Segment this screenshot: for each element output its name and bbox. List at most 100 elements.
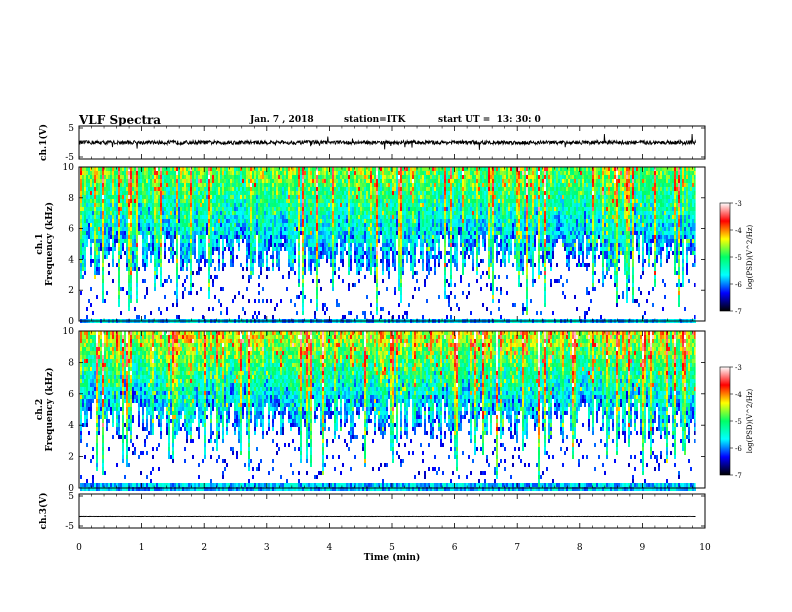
spectrogram-cell (278, 207, 280, 211)
spectrogram-cell (264, 231, 266, 235)
spectrogram-cell (310, 207, 312, 211)
spectrogram-cell (252, 315, 254, 319)
spectrogram-cell (300, 191, 302, 195)
spectrogram-cell (212, 179, 214, 183)
spectrogram-cell (136, 171, 138, 175)
spectrogram-cell (434, 179, 436, 183)
spectrogram-cell (222, 187, 224, 191)
spectrogram-cell (344, 211, 346, 215)
spectrogram-cell (414, 235, 416, 239)
spectrogram-cell (100, 223, 102, 227)
spectrogram-cell (156, 207, 158, 211)
spectrogram-cell (270, 227, 272, 231)
spectrogram-cell (316, 191, 318, 195)
spectrogram-cell (212, 279, 214, 283)
spectrogram-cell (404, 179, 406, 183)
spectrogram-cell (362, 219, 364, 223)
spectrogram-cell (438, 203, 440, 207)
spectrogram-cell (146, 255, 148, 259)
spectrogram-cell (130, 207, 132, 211)
spectrogram-cell (174, 223, 176, 227)
spectrogram-cell (334, 227, 336, 231)
spectrogram-cell (346, 207, 348, 211)
spectrogram-cell (146, 263, 148, 267)
spectrogram-cell (222, 251, 224, 255)
spectrogram-cell (326, 235, 328, 239)
spectrogram-cell (198, 251, 200, 255)
spectrogram-cell (190, 271, 192, 275)
spectrogram-cell (100, 167, 102, 171)
spectrogram-cell (128, 291, 130, 295)
spectrogram-cell (106, 219, 108, 223)
spectrogram-cell (294, 219, 296, 223)
spectrogram-cell (386, 199, 388, 203)
spectrogram-cell (246, 179, 248, 183)
spectrogram-cell (442, 231, 444, 235)
spectrogram-cell (312, 179, 314, 183)
spectrogram-cell (308, 207, 310, 211)
spectrogram-cell (188, 231, 190, 235)
spectrogram-cell (370, 203, 372, 207)
spectrogram-cell (394, 235, 396, 239)
spectrogram-cell (194, 171, 196, 175)
spectrogram-cell (256, 171, 258, 175)
spectrogram-cell (140, 203, 142, 207)
spectrogram-cell (332, 211, 334, 215)
spectrogram-cell (298, 211, 300, 215)
spectrogram-cell (174, 227, 176, 231)
spectrogram-cell (446, 199, 448, 203)
spectrogram-cell (132, 267, 134, 271)
spectrogram-cell (248, 235, 250, 239)
spectrogram-cell (206, 199, 208, 203)
spectrogram-cell (128, 299, 130, 303)
spectrogram-cell (280, 191, 282, 195)
spectrogram-cell (320, 235, 322, 239)
spectrogram-cell (336, 211, 338, 215)
spectrogram-cell (268, 203, 270, 207)
spectrogram-cell (406, 231, 408, 235)
spectrogram-cell (364, 191, 366, 195)
spectrogram-cell (294, 271, 296, 275)
spectrogram-cell (388, 195, 390, 199)
spectrogram-cell (292, 207, 294, 211)
spectrogram-cell (192, 239, 194, 243)
spectrogram-cell (118, 207, 120, 211)
spectrogram-cell (198, 243, 200, 247)
spectrogram-cell (332, 195, 334, 199)
spectrogram-cell (370, 219, 372, 223)
spectrogram-cell (400, 275, 402, 279)
spectrogram-cell (204, 179, 206, 183)
spectrogram-cell (412, 243, 414, 247)
spectrogram-cell (296, 295, 298, 299)
spectrogram-cell (376, 219, 378, 223)
spectrogram-cell (98, 167, 100, 171)
spectrogram-cell (168, 231, 170, 235)
spectrogram-cell (316, 175, 318, 179)
spectrogram-cell (168, 191, 170, 195)
spectrogram-cell (234, 183, 236, 187)
spectrogram-cell (288, 175, 290, 179)
spectrogram-cell (212, 235, 214, 239)
spectrogram-cell (346, 191, 348, 195)
spectrogram-cell (282, 207, 284, 211)
spectrogram-cell (150, 243, 152, 247)
spectrogram-cell (238, 203, 240, 207)
spectrogram-cell (126, 251, 128, 255)
spectrogram-cell (90, 223, 92, 227)
spectrogram-cell (232, 199, 234, 203)
spectrogram-cell (302, 195, 304, 199)
spectrogram-cell (146, 287, 148, 291)
spectrogram-cell (130, 183, 132, 187)
spectrogram-cell (298, 235, 300, 239)
spectrogram-cell (190, 179, 192, 183)
spectrogram-cell (140, 227, 142, 231)
spectrogram-cell (358, 203, 360, 207)
spectrogram-cell (340, 223, 342, 227)
spectrogram-cell (136, 167, 138, 171)
spectrogram-cell (374, 179, 376, 183)
spectrogram-cell (246, 267, 248, 271)
spectrogram-cell (274, 231, 276, 235)
spectrogram-cell (450, 223, 452, 227)
spectrogram-cell (354, 243, 356, 247)
spectrogram-cell (442, 219, 444, 223)
